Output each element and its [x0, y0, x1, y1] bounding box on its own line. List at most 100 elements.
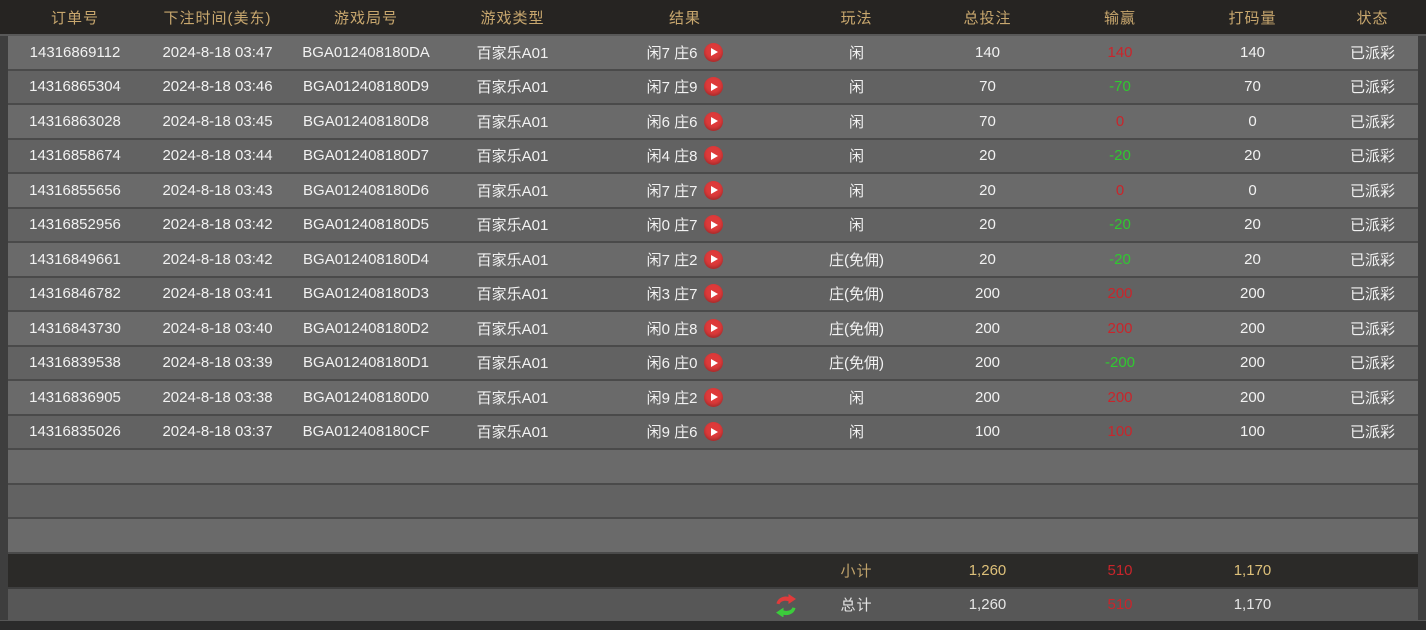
cell-winloss: -200: [1104, 354, 1136, 372]
total-row: 总计 1,260 510 1,170: [0, 588, 1426, 621]
cell-order: 14316863028: [29, 112, 121, 130]
cell-play: 庄(免佣): [829, 355, 884, 373]
cell-game-type: 百家乐A01: [476, 424, 549, 442]
cell-play: 闲: [848, 217, 864, 235]
cell-game-type: 百家乐A01: [476, 320, 549, 338]
play-triangle: [711, 358, 719, 367]
table-row: 14316846782 2024-8-18 03:41 BGA012408180D3…: [0, 277, 1426, 312]
cell-time: 2024-8-18 03:38: [162, 388, 273, 406]
cell-play: 庄(免佣): [829, 286, 884, 304]
cell-round: BGA012408180D0: [303, 388, 429, 406]
cell-total-bet: 70: [979, 78, 996, 96]
cell-turnover: 200: [1239, 354, 1266, 372]
cell-order: 14316865304: [29, 78, 121, 96]
play-triangle: [711, 427, 719, 436]
cell-status: 已派彩: [1349, 79, 1395, 97]
play-icon[interactable]: [704, 180, 724, 200]
play-icon[interactable]: [704, 387, 724, 407]
cell-result: 闲4 庄8: [578, 145, 792, 166]
cell-winloss: 0: [1115, 112, 1125, 130]
cell-winloss: -20: [1109, 216, 1131, 234]
cell-status: 已派彩: [1349, 286, 1395, 304]
cell-turnover: 100: [1239, 423, 1266, 441]
cell-order: 14316846782: [29, 285, 121, 303]
cell-play: 庄(免佣): [829, 251, 884, 269]
play-icon[interactable]: [704, 353, 724, 373]
cell-result: 闲7 庄6: [578, 42, 792, 63]
cell-time: 2024-8-18 03:37: [162, 423, 273, 441]
col-header-winloss: 输赢: [1103, 9, 1136, 27]
result-text: 闲7 庄2: [646, 251, 698, 269]
cell-round: BGA012408180D5: [303, 216, 429, 234]
cell-play: 闲: [848, 389, 864, 407]
cell-play: 闲: [848, 113, 864, 131]
cell-winloss: 140: [1107, 43, 1133, 61]
cell-game-type: 百家乐A01: [476, 182, 549, 200]
cell-winloss: 200: [1107, 285, 1133, 303]
cell-time: 2024-8-18 03:43: [162, 181, 273, 199]
col-header-turnover: 打码量: [1228, 9, 1277, 27]
cell-total-bet: 20: [979, 147, 996, 165]
cell-play: 闲: [848, 44, 864, 62]
play-icon[interactable]: [704, 249, 724, 269]
result-text: 闲6 庄6: [646, 113, 698, 131]
cell-time: 2024-8-18 03:42: [162, 216, 273, 234]
total-turnover: 1,170: [1233, 596, 1272, 613]
cell-winloss: -20: [1109, 250, 1131, 268]
subtotal-label: 小计: [840, 562, 873, 580]
cell-result: 闲7 庄2: [578, 249, 792, 270]
cell-order: 14316836905: [29, 388, 121, 406]
cell-order: 14316839538: [29, 354, 121, 372]
cell-status: 已派彩: [1349, 251, 1395, 269]
cell-turnover: 200: [1239, 285, 1266, 303]
cell-result: 闲3 庄7: [578, 283, 792, 304]
play-icon[interactable]: [704, 111, 724, 131]
col-header-play: 玩法: [840, 9, 873, 27]
cell-game-type: 百家乐A01: [476, 389, 549, 407]
cell-order: 14316858674: [29, 147, 121, 165]
cell-total-bet: 200: [974, 354, 1001, 372]
play-icon[interactable]: [704, 422, 724, 442]
result-text: 闲0 庄8: [646, 320, 698, 338]
cell-order: 14316849661: [29, 250, 121, 268]
play-icon[interactable]: [704, 42, 724, 62]
cell-result: 闲7 庄9: [578, 76, 792, 97]
result-text: 闲4 庄8: [646, 148, 698, 166]
cell-result: 闲6 庄0: [578, 352, 792, 373]
cell-game-type: 百家乐A01: [476, 79, 549, 97]
refresh-icon[interactable]: [774, 593, 798, 618]
cell-status: 已派彩: [1349, 424, 1395, 442]
play-icon[interactable]: [704, 215, 724, 235]
cell-total-bet: 100: [974, 423, 1001, 441]
cell-time: 2024-8-18 03:45: [162, 112, 273, 130]
cell-total-bet: 20: [979, 181, 996, 199]
play-icon[interactable]: [704, 77, 724, 97]
cell-round: BGA012408180D2: [303, 319, 429, 337]
play-triangle: [711, 289, 719, 298]
cell-status: 已派彩: [1349, 148, 1395, 166]
cell-status: 已派彩: [1349, 320, 1395, 338]
play-icon[interactable]: [704, 146, 724, 166]
table-row: 14316852956 2024-8-18 03:42 BGA012408180D5…: [0, 208, 1426, 243]
cell-result: 闲7 庄7: [578, 180, 792, 201]
cell-round: BGA012408180D1: [303, 354, 429, 372]
table-row: 14316858674 2024-8-18 03:44 BGA012408180D7…: [0, 139, 1426, 174]
cell-winloss: -20: [1109, 147, 1131, 165]
cell-order: 14316855656: [29, 181, 121, 199]
table-row: 14316855656 2024-8-18 03:43 BGA012408180D6…: [0, 174, 1426, 209]
cell-winloss: 0: [1115, 181, 1125, 199]
subtotal-turnover: 1,170: [1233, 561, 1272, 579]
subtotal-total-bet: 1,260: [968, 561, 1007, 579]
play-icon[interactable]: [704, 318, 724, 338]
cell-total-bet: 70: [979, 112, 996, 130]
col-header-order: 订单号: [50, 9, 99, 27]
total-winloss: 510: [1107, 596, 1133, 613]
cell-total-bet: 200: [974, 319, 1001, 337]
cell-result: 闲9 庄6: [578, 421, 792, 442]
col-header-game-type: 游戏类型: [480, 9, 545, 27]
cell-order: 14316835026: [29, 423, 121, 441]
cell-play: 闲: [848, 424, 864, 442]
cell-time: 2024-8-18 03:42: [162, 250, 273, 268]
cell-turnover: 200: [1239, 319, 1266, 337]
play-icon[interactable]: [704, 284, 724, 304]
